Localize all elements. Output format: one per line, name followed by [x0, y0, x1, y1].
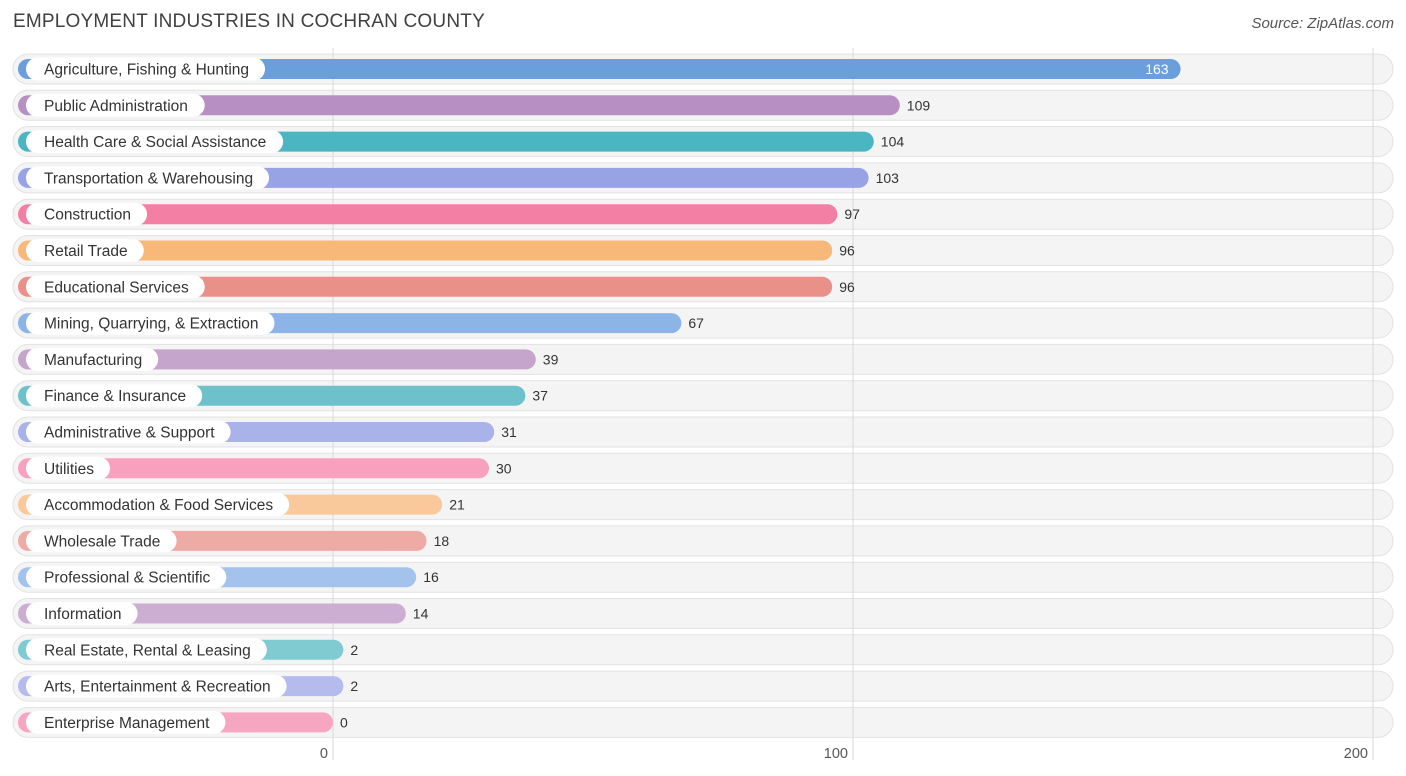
bar-row: Arts, Entertainment & Recreation 2: [18, 674, 358, 698]
category-label: Mining, Quarrying, & Extraction: [44, 316, 259, 333]
bar-row: Administrative & Support 31: [18, 420, 517, 444]
bar-label-pill: [26, 239, 144, 262]
value-label: 39: [543, 351, 559, 367]
category-label: Administrative & Support: [44, 425, 215, 442]
bar-row: Information 14: [18, 602, 429, 625]
category-label: Utilities: [44, 461, 94, 478]
bar-label-pill: [26, 493, 290, 517]
bar-row: Health Care & Social Assistance 104: [18, 130, 905, 154]
bar: [18, 276, 833, 297]
bar: [18, 458, 489, 479]
bar-row: Utilities 30: [18, 456, 512, 480]
bar-row: Public Administration 109: [18, 93, 931, 117]
value-label: 96: [839, 279, 855, 295]
x-tick-label: 100: [824, 746, 848, 762]
category-label: Accommodation & Food Services: [44, 497, 273, 514]
category-label: Wholesale Trade: [44, 533, 160, 550]
value-label: 37: [532, 388, 548, 404]
bar-row: Real Estate, Rental & Leasing 2: [18, 638, 358, 662]
x-tick-label: 0: [320, 746, 328, 762]
value-label: 97: [844, 206, 860, 222]
category-label: Educational Services: [44, 279, 189, 296]
value-label: 109: [907, 97, 931, 113]
value-label: 96: [839, 243, 855, 259]
category-label: Transportation & Warehousing: [44, 170, 253, 187]
bar-row: Manufacturing 39: [18, 347, 559, 371]
bar-label-pill: [26, 57, 266, 81]
x-axis: 0 100 200: [320, 746, 1368, 762]
category-label: Real Estate, Rental & Leasing: [44, 642, 251, 659]
bar-label-pill: [26, 710, 226, 734]
bar-label-pill: [26, 674, 287, 698]
bar-label-pill: [26, 347, 159, 371]
value-label: 0: [340, 714, 348, 730]
chart-title: EMPLOYMENT INDUSTRIES IN COCHRAN COUNTY: [13, 11, 485, 32]
category-label: Information: [44, 606, 122, 623]
value-label: 104: [881, 134, 905, 150]
x-tick-label: 200: [1344, 746, 1368, 762]
bars: Agriculture, Fishing & Hunting 163 Public …: [18, 57, 1181, 734]
value-label: 21: [449, 497, 465, 513]
category-label: Arts, Entertainment & Recreation: [44, 679, 271, 696]
bar-row: Agriculture, Fishing & Hunting 163: [18, 57, 1181, 81]
bar-label-pill: [26, 130, 284, 154]
category-label: Professional & Scientific: [44, 570, 211, 587]
bar-label-pill: [26, 638, 267, 662]
bar-label-pill: [26, 456, 110, 480]
bar-label-pill: [26, 529, 177, 553]
bar-row: Retail Trade 96: [18, 239, 855, 262]
value-label: 30: [496, 460, 512, 476]
category-label: Manufacturing: [44, 352, 142, 369]
bar: [18, 95, 900, 116]
row-track: [12, 634, 1394, 666]
bar: [18, 204, 838, 225]
value-label: 18: [434, 533, 450, 549]
bar-label-pill: [26, 602, 138, 625]
category-label: Health Care & Social Assistance: [44, 134, 266, 151]
value-label: 31: [501, 424, 517, 440]
bar-label-pill: [26, 420, 231, 444]
bar-row: Enterprise Management 0: [18, 710, 348, 734]
category-label: Enterprise Management: [44, 715, 210, 732]
source-label: Source: ZipAtlas.com: [1251, 15, 1394, 32]
value-label: 67: [688, 315, 704, 331]
bar-label-pill: [26, 202, 148, 226]
value-label: 2: [350, 678, 358, 694]
bar-label-pill: [26, 166, 270, 190]
bar-row: Transportation & Warehousing 103: [18, 166, 900, 190]
bar-label-pill: [26, 565, 227, 589]
bar-row: Mining, Quarrying, & Extraction 67: [18, 311, 704, 335]
bar-row: Finance & Insurance 37: [18, 384, 548, 408]
bar-label-pill: [26, 384, 203, 408]
category-label: Agriculture, Fishing & Hunting: [44, 62, 249, 79]
row-track: [12, 706, 1394, 738]
bar-row: Professional & Scientific 16: [18, 565, 439, 589]
category-label: Public Administration: [44, 98, 188, 115]
bar-label-pill: [26, 311, 275, 335]
bar-row: Accommodation & Food Services 21: [18, 493, 465, 517]
bar: [18, 240, 833, 261]
bar-row: Construction 97: [18, 202, 860, 226]
category-label: Retail Trade: [44, 243, 128, 260]
bar: [18, 59, 1181, 79]
bar-row: Wholesale Trade 18: [18, 529, 450, 553]
value-label: 14: [413, 606, 429, 622]
bar-label-pill: [26, 93, 205, 117]
bar-row: Educational Services 96: [18, 275, 855, 299]
category-label: Finance & Insurance: [44, 388, 186, 405]
row-track: [12, 670, 1394, 702]
value-label: 163: [1145, 61, 1169, 77]
category-label: Construction: [44, 207, 131, 224]
value-label: 16: [423, 569, 439, 585]
value-label: 103: [876, 170, 900, 186]
bar-label-pill: [26, 275, 205, 299]
value-label: 2: [350, 642, 358, 658]
